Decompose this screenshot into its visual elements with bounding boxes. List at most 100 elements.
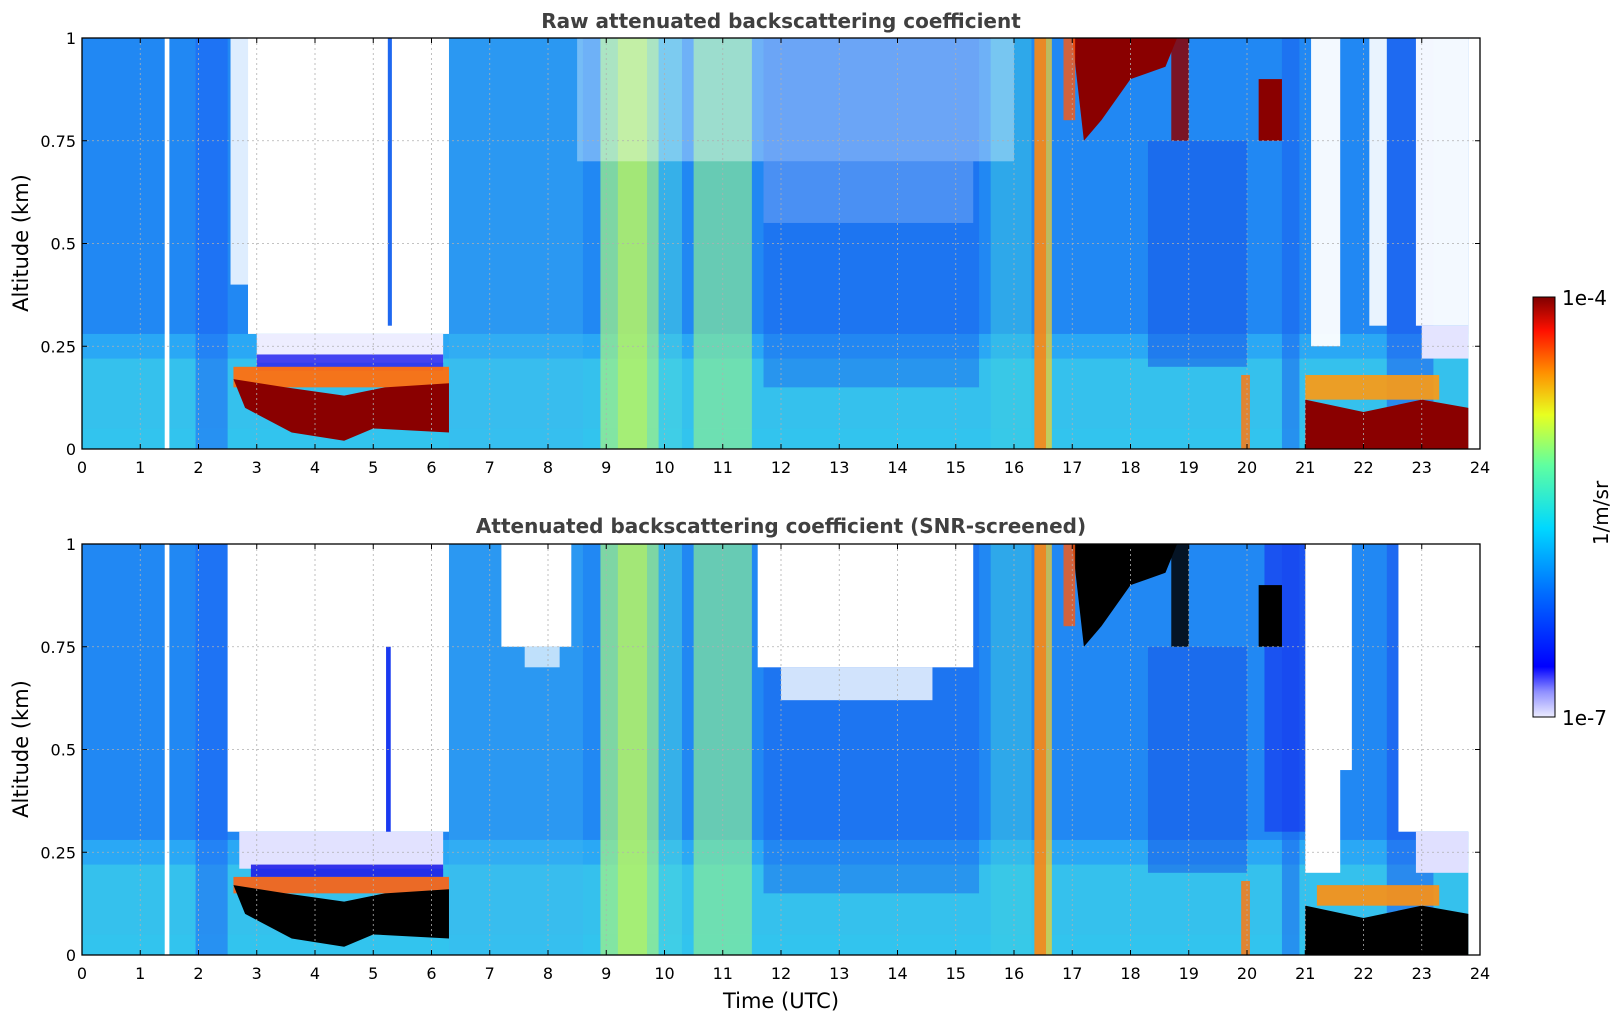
- x-tick-label: 9: [601, 964, 611, 983]
- x-tick-label: 19: [1179, 964, 1199, 983]
- x-tick-label: 1: [135, 458, 145, 477]
- x-tick-label: 9: [601, 458, 611, 477]
- x-tick-label: 24: [1470, 458, 1490, 477]
- dense-fog-layer-late: [1305, 905, 1469, 955]
- y-tick-label: 0.75: [40, 132, 76, 151]
- y-axis-label-snr: Altitude (km): [9, 680, 33, 818]
- no-data-region: [1311, 38, 1341, 347]
- x-tick-label: 3: [252, 964, 262, 983]
- y-tick-label: 1: [66, 29, 76, 48]
- faint-signal: [239, 831, 444, 869]
- x-tick-label: 5: [368, 458, 378, 477]
- upper-cloud: [1171, 38, 1189, 141]
- y-tick-label: 0.5: [51, 741, 76, 760]
- colorbar-max-label: 1e-4: [1562, 286, 1607, 310]
- cloud-edge: [1305, 375, 1440, 400]
- streak: [1241, 375, 1250, 449]
- x-tick-label: 19: [1179, 458, 1199, 477]
- screened-region: [1398, 544, 1480, 832]
- x-tick-label: 20: [1237, 964, 1257, 983]
- grid-raw: [82, 38, 1480, 449]
- no-data-region: [248, 38, 449, 334]
- no-data-region: [230, 38, 249, 285]
- y-tick-label: 1: [66, 535, 76, 554]
- x-tick-label: 20: [1237, 458, 1257, 477]
- cloud-edge: [233, 876, 449, 894]
- screened-region: [501, 544, 572, 647]
- streak: [1241, 881, 1250, 955]
- faint-signal: [1421, 325, 1469, 359]
- dense-fog-layer: [233, 885, 449, 947]
- cloud-edge: [233, 366, 449, 388]
- dense-fog-layer-late: [1305, 399, 1469, 449]
- cloud-edge: [1063, 544, 1076, 627]
- x-tick-label: 5: [368, 964, 378, 983]
- no-data-region: [1468, 38, 1480, 449]
- x-tick-label: 6: [426, 964, 436, 983]
- y-tick-label: 0: [66, 946, 76, 965]
- dense-fog-layer: [233, 379, 449, 441]
- screened-region: [227, 544, 449, 832]
- colorbar-min-label: 1e-7: [1562, 706, 1607, 730]
- x-tick-label: 10: [654, 964, 674, 983]
- x-tick-label: 18: [1120, 964, 1140, 983]
- streak: [1034, 544, 1047, 955]
- x-tick-label: 22: [1353, 964, 1373, 983]
- heatmap-raw: [82, 38, 1480, 449]
- colorbar-gradient: [1532, 296, 1556, 718]
- panel-snr: Attenuated backscattering coefficient (S…: [9, 514, 1490, 1013]
- y-tick-label: 0.75: [40, 638, 76, 657]
- panel-raw: Raw attenuated backscattering coefficien…: [9, 9, 1490, 477]
- x-tick-label: 6: [426, 458, 436, 477]
- x-tick-label: 18: [1120, 458, 1140, 477]
- x-tick-label: 14: [887, 458, 907, 477]
- x-tick-label: 17: [1062, 458, 1082, 477]
- band: [448, 38, 583, 449]
- x-tick-label: 13: [829, 964, 849, 983]
- screened-region: [757, 544, 974, 668]
- x-tick-label: 2: [193, 458, 203, 477]
- band: [658, 544, 682, 955]
- band: [658, 38, 682, 449]
- y-axis-label-raw: Altitude (km): [9, 174, 33, 312]
- y-tick-label: 0.25: [40, 843, 76, 862]
- x-tick-label: 4: [310, 964, 320, 983]
- x-tick-label: 24: [1470, 964, 1490, 983]
- band: [1147, 646, 1247, 873]
- screened-region: [781, 667, 933, 701]
- noise-region: [763, 161, 974, 223]
- x-tick-label: 13: [829, 458, 849, 477]
- x-tick-label: 22: [1353, 458, 1373, 477]
- x-tick-label: 8: [543, 964, 553, 983]
- upper-cloud: [1258, 585, 1282, 647]
- y-tick-label: 0.25: [40, 337, 76, 356]
- x-tick-label: 3: [252, 458, 262, 477]
- x-tick-label: 0: [77, 458, 87, 477]
- band: [1281, 38, 1300, 449]
- streak: [387, 38, 392, 326]
- cloud-edge: [1316, 885, 1440, 906]
- upper-cloud: [1072, 544, 1178, 647]
- x-axis-label: Time (UTC): [722, 989, 839, 1013]
- band: [763, 38, 980, 388]
- x-tick-label: 11: [713, 964, 733, 983]
- x-tick-label: 11: [713, 458, 733, 477]
- y-tick-label: 0.5: [51, 235, 76, 254]
- noise-region: [577, 38, 1014, 162]
- x-tick-label: 1: [135, 964, 145, 983]
- x-tick-label: 4: [310, 458, 320, 477]
- cloud-edge: [250, 864, 444, 877]
- x-tick-label: 15: [946, 964, 966, 983]
- upper-cloud: [1072, 38, 1178, 141]
- y-tick-label: 0: [66, 440, 76, 459]
- band: [1147, 140, 1247, 367]
- x-tick-label: 12: [771, 458, 791, 477]
- x-tick-label: 2: [193, 964, 203, 983]
- x-tick-label: 23: [1412, 458, 1432, 477]
- panel-title-snr: Attenuated backscattering coefficient (S…: [476, 514, 1086, 538]
- x-tick-label: 12: [771, 964, 791, 983]
- x-tick-label: 0: [77, 964, 87, 983]
- streak: [386, 646, 391, 832]
- band: [990, 544, 1032, 955]
